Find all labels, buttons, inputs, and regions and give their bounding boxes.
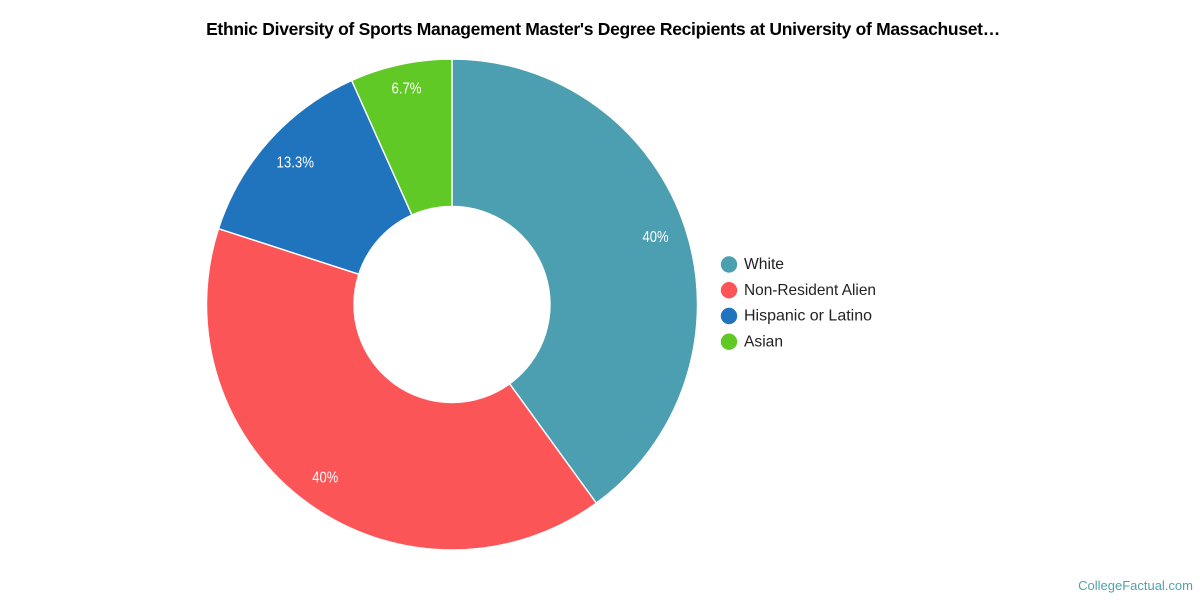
svg-text:Hispanic or Latino: Hispanic or Latino (744, 308, 872, 325)
svg-text:13.3%: 13.3% (277, 155, 315, 172)
svg-text:40%: 40% (312, 470, 338, 487)
svg-text:Asian: Asian (744, 333, 783, 350)
svg-text:40%: 40% (643, 229, 669, 246)
svg-text:Non-Resident Alien: Non-Resident Alien (744, 282, 876, 299)
svg-text:White: White (744, 256, 784, 273)
svg-text:6.7%: 6.7% (392, 81, 422, 98)
